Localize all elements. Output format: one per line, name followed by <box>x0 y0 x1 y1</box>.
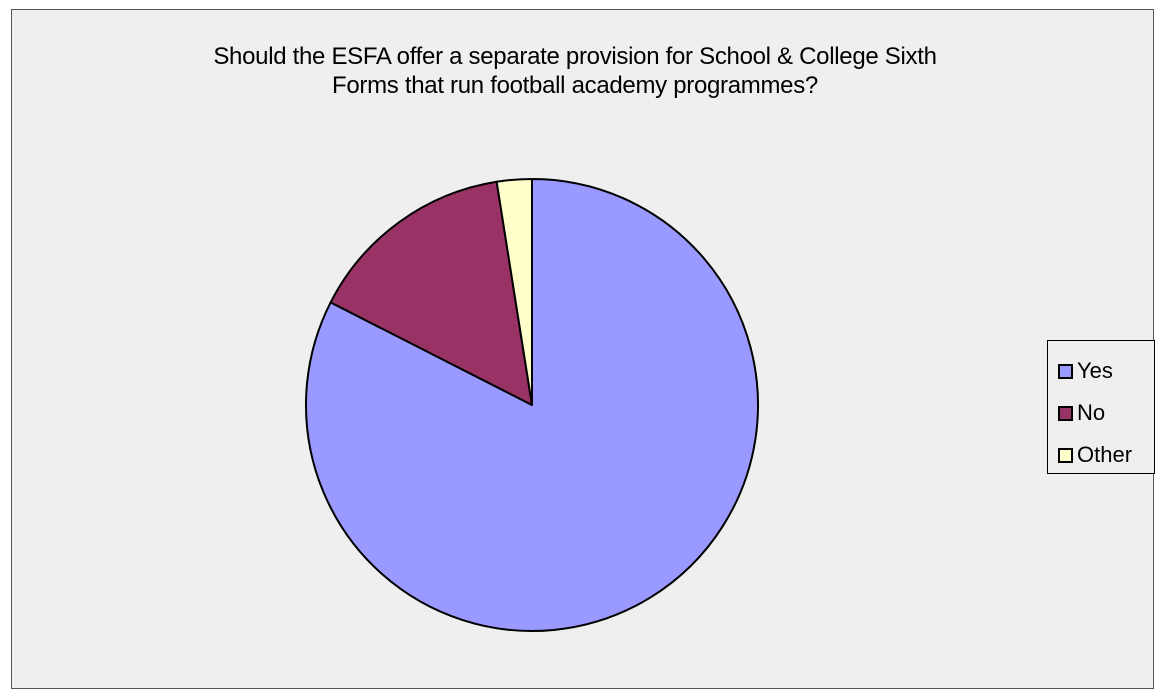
legend-swatch-other <box>1058 447 1073 463</box>
pie-slices <box>305 178 759 632</box>
pie-slice-no <box>329 180 533 406</box>
legend-swatch-no <box>1058 405 1073 421</box>
pie-slice-other <box>495 178 533 406</box>
chart-area: Should the ESFA offer a separate provisi… <box>11 9 1155 689</box>
legend-item-yes: Yes <box>1048 350 1154 392</box>
chart-title-line-1: Should the ESFA offer a separate provisi… <box>213 43 937 70</box>
chart-title-line-2: Forms that run football academy programm… <box>332 72 818 99</box>
legend-label-no: No <box>1077 400 1106 425</box>
legend-item-no: No <box>1048 392 1154 434</box>
legend-label-other: Other <box>1077 442 1133 467</box>
chart-title: Should the ESFA offer a separate provisi… <box>12 42 1138 100</box>
legend-item-other: Other <box>1048 434 1154 476</box>
pie-chart <box>305 178 759 632</box>
legend-swatch-yes <box>1058 363 1073 379</box>
chart-legend: Yes No Other <box>1047 340 1155 474</box>
legend-label-yes: Yes <box>1077 358 1113 383</box>
